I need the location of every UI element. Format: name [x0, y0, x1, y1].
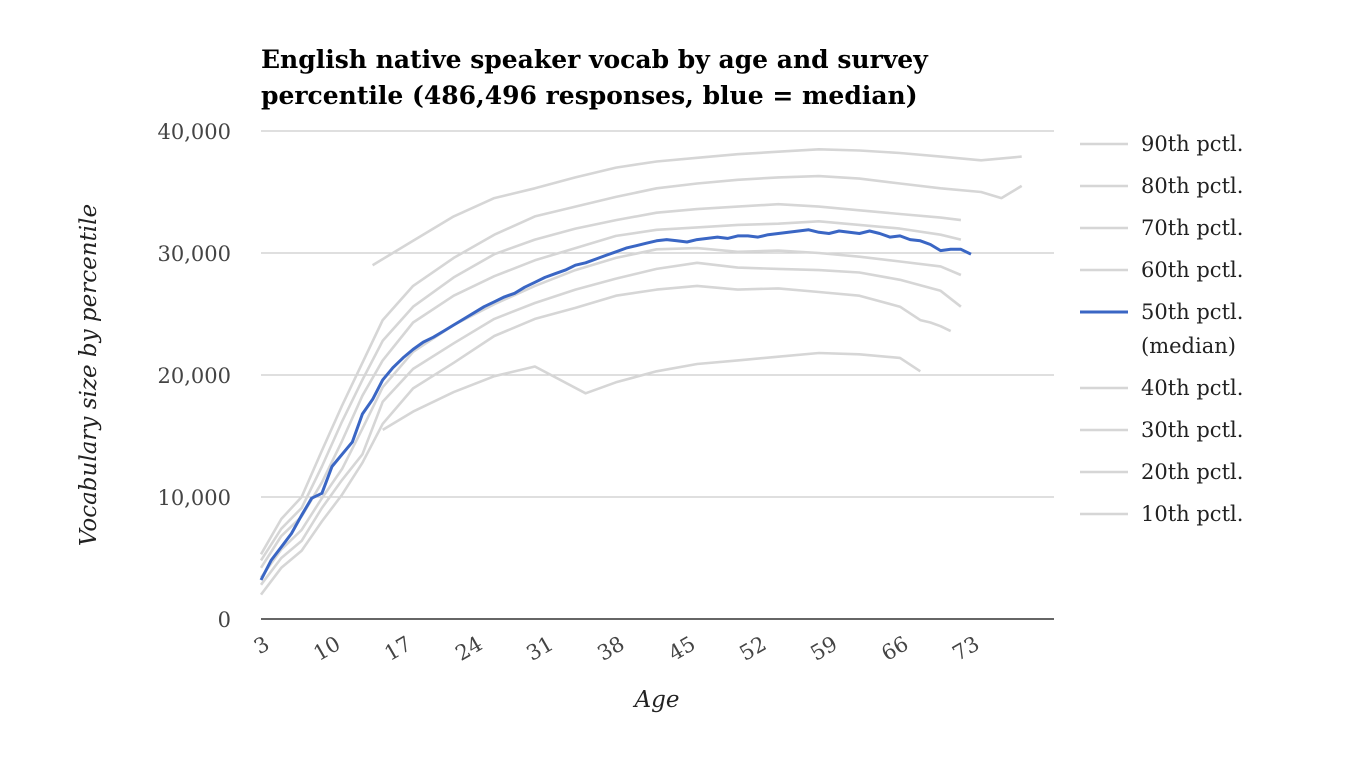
x-tick-label: 52 — [735, 632, 770, 666]
legend-sublabel: (median) — [1141, 334, 1236, 358]
x-axis-ticks: 3 10 17 24 31 38 45 52 59 66 73 — [250, 632, 984, 666]
series-line-80th-pctl — [259, 174, 1023, 555]
series-line-50th-pctl — [259, 228, 972, 581]
chart-title-line-2: percentile (486,496 responses, blue = me… — [261, 81, 918, 110]
y-tick-label: 10,000 — [158, 486, 231, 510]
x-tick-label: 3 — [250, 632, 274, 659]
legend-item: 30th pctl. — [1080, 418, 1243, 442]
series-line-20th-pctl — [259, 284, 952, 596]
x-tick-label: 38 — [593, 632, 628, 666]
x-tick-label: 24 — [451, 632, 486, 666]
legend-label: 20th pctl. — [1141, 460, 1243, 484]
chart-title-line-1: English native speaker vocab by age and … — [261, 45, 929, 74]
y-tick-label: 30,000 — [158, 242, 231, 266]
x-tick-label: 66 — [877, 632, 912, 666]
gridlines — [261, 130, 1054, 498]
legend-item: 80th pctl. — [1080, 174, 1243, 198]
series-lines — [259, 148, 1023, 596]
legend-item: 40th pctl. — [1080, 376, 1243, 400]
legend-label: 80th pctl. — [1141, 174, 1243, 198]
legend-item: 20th pctl. — [1080, 460, 1243, 484]
chart-title: English native speaker vocab by age and … — [261, 45, 929, 110]
legend-item: 50th pctl. (median) — [1080, 300, 1243, 358]
legend-label: 40th pctl. — [1141, 376, 1243, 400]
x-tick-label: 17 — [380, 632, 415, 666]
legend-item: 60th pctl. — [1080, 258, 1243, 282]
legend-label: 10th pctl. — [1141, 502, 1243, 526]
x-tick-label: 10 — [309, 632, 344, 666]
x-tick-label: 73 — [948, 632, 983, 666]
series-line-10th-pctl — [382, 351, 922, 432]
legend-label: 30th pctl. — [1141, 418, 1243, 442]
x-tick-label: 31 — [522, 632, 557, 666]
y-tick-label: 20,000 — [158, 364, 231, 388]
legend-label: 70th pctl. — [1141, 216, 1243, 240]
legend-label: 60th pctl. — [1141, 258, 1243, 282]
legend-item: 70th pctl. — [1080, 216, 1243, 240]
x-axis-title: Age — [633, 687, 680, 713]
legend-label: 90th pctl. — [1141, 132, 1243, 156]
x-tick-label: 59 — [806, 632, 841, 666]
legend-label: 50th pctl. — [1141, 300, 1243, 324]
legend-item: 10th pctl. — [1080, 502, 1243, 526]
legend-item: 90th pctl. — [1080, 132, 1243, 156]
y-axis-title: Vocabulary size by percentile — [76, 204, 102, 546]
y-axis-ticks: 0 10,000 20,000 30,000 40,000 — [158, 120, 231, 632]
series-line-60th-pctl — [259, 220, 962, 569]
y-tick-label: 0 — [218, 608, 231, 632]
series-line-90th-pctl — [371, 148, 1022, 267]
legend: 90th pctl. 80th pctl. 70th pctl. 60th pctl.… — [1080, 132, 1243, 526]
series-line-30th-pctl — [259, 261, 962, 586]
x-tick-label: 45 — [664, 632, 699, 666]
series-line-70th-pctl — [259, 202, 962, 562]
y-tick-label: 40,000 — [158, 120, 231, 144]
series-line-40th-pctl — [259, 246, 962, 579]
